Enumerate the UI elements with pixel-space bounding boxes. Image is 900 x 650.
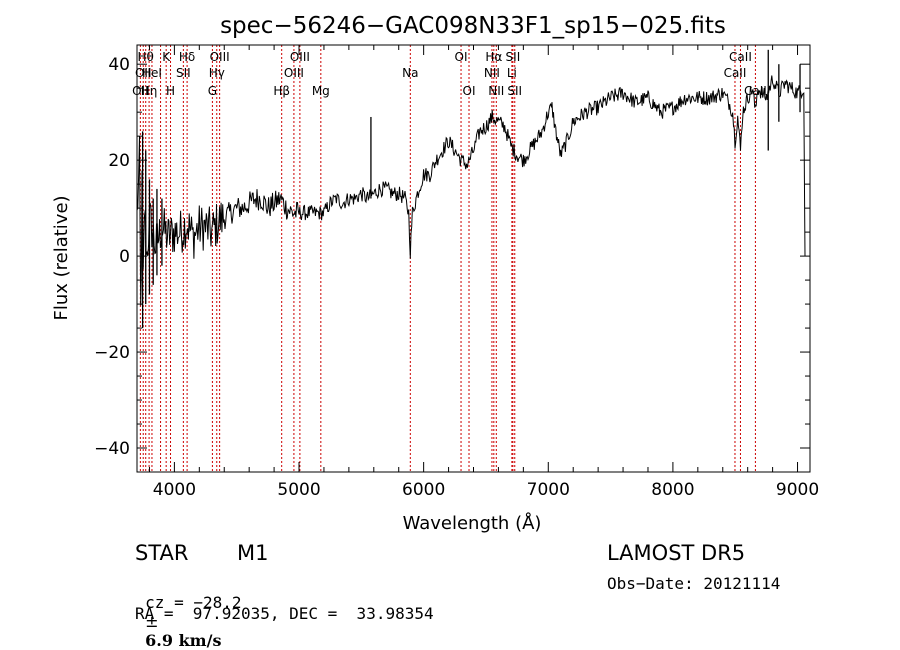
redshift-line: cz = −28.2 ± 6.9 km/s [135, 574, 242, 650]
line-label-25-0: SII [507, 84, 522, 98]
line-label-13-0: Hβ [273, 84, 290, 98]
y-tick-label-20: 20 [108, 151, 130, 171]
line-label-1-0: OII [135, 66, 152, 80]
x-tick-label-7000: 7000 [527, 480, 570, 500]
chart-title: spec−56246−GAC098N33F1_sp15−025.fits [220, 13, 726, 39]
x-tick-label-5000: 5000 [277, 480, 320, 500]
line-label-2-0: Hθ [138, 50, 154, 64]
x-tick-label-9000: 9000 [776, 480, 819, 500]
line-label-26-0: CaII [724, 66, 747, 80]
object-subclass: M1 [237, 541, 269, 565]
cz-plus-minus: ± [145, 612, 159, 631]
line-label-12-0: OIII [210, 50, 230, 64]
line-label-15-0: OIII [290, 50, 310, 64]
line-label-23-0: Li [507, 66, 517, 80]
line-label-11-0: Hγ [209, 66, 225, 80]
x-tick-label-6000: 6000 [402, 480, 445, 500]
cz-label: cz = [145, 593, 194, 612]
object-class: STAR [135, 541, 189, 565]
spectrum-path [136, 75, 806, 306]
line-label-16-0: Mg [312, 84, 330, 98]
y-tick-label-0: 0 [119, 247, 130, 267]
line-label-9-0: Hδ [179, 50, 195, 64]
line-label-8-0: SII [176, 66, 191, 80]
line-label-6-0: K [162, 50, 171, 64]
line-label-18-0: OI [455, 50, 468, 64]
x-tick-label-4000: 4000 [153, 480, 196, 500]
line-label-21-0: Hα [485, 50, 502, 64]
survey-name: LAMOST DR5 [607, 541, 746, 565]
plot-frame [136, 44, 811, 473]
line-label-24-0: SII [506, 50, 521, 64]
x-axis-label: Wavelength (Å) [403, 512, 542, 534]
cz-error: 6.9 km/s [145, 631, 222, 650]
line-label-7-0: H [166, 84, 175, 98]
ra-dec-coordinates: RA = 97.92035, DEC = 33.98354 [135, 604, 434, 623]
y-tick-label--20: −20 [94, 343, 130, 363]
line-label-10-0: G [208, 84, 217, 98]
y-tick-label--40: −40 [94, 439, 130, 459]
line-label-17-0: Na [402, 66, 418, 80]
line-label-0-0: OII [132, 84, 149, 98]
line-label-20-0: NII [484, 66, 500, 80]
x-axis-ticks: 4000 5000 6000 7000 8000 9000 [148, 45, 819, 500]
emission-line-labels: OIIOIIHθHηHeIKHSIIHδGHγOIIIHβOIIIOIIIMgN… [132, 50, 767, 98]
spectrum-line [136, 49, 806, 329]
y-tick-label-40: 40 [108, 55, 130, 75]
line-label-22-0: NII [488, 84, 504, 98]
y-axis-ticks: −40 −20 0 20 40 [94, 55, 810, 473]
line-label-19-0: OI [463, 84, 476, 98]
line-label-4-0: HeI [142, 66, 162, 80]
line-label-3-0: Hη [141, 84, 158, 98]
y-axis-label: Flux (relative) [51, 195, 72, 320]
line-label-27-0: CaII [729, 50, 752, 64]
line-label-14-0: OIII [284, 66, 304, 80]
x-tick-label-8000: 8000 [651, 480, 694, 500]
cz-value: −28.2 [193, 593, 242, 612]
observation-date: Obs−Date: 20121114 [607, 574, 781, 593]
emission-line-markers [139, 45, 756, 472]
